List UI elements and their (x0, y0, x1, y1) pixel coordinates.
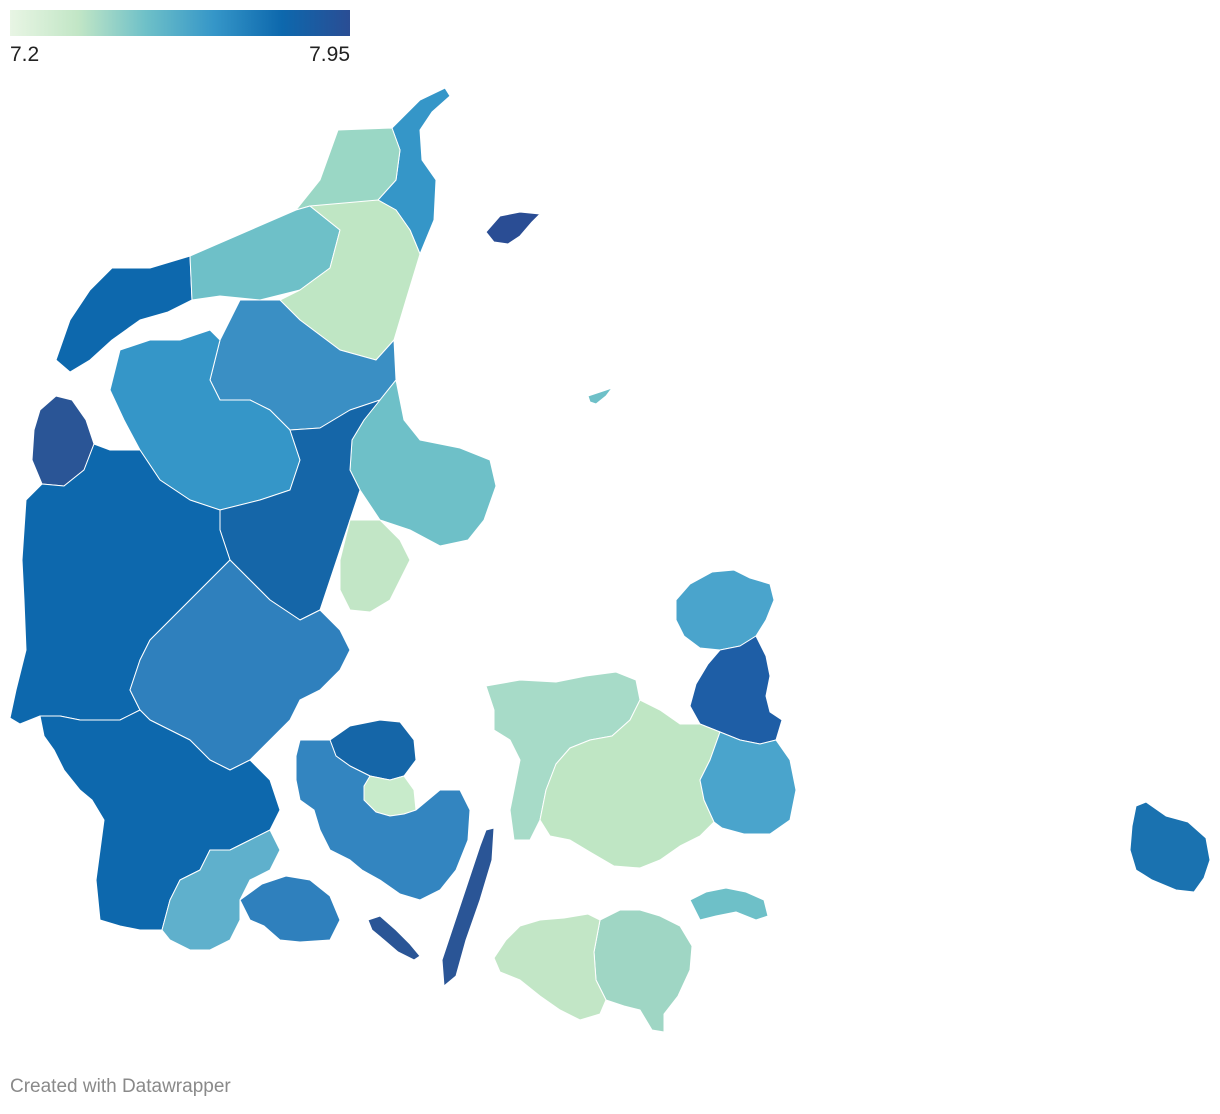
datawrapper-credit: Created with Datawrapper (10, 1076, 231, 1097)
region-laeso (485, 211, 541, 245)
color-legend: 7.2 7.95 (10, 10, 350, 71)
region-bornholm (1129, 801, 1211, 893)
region-anholt (587, 387, 613, 405)
legend-max-label: 7.95 (309, 43, 350, 66)
region-lolland (493, 913, 607, 1021)
region-south-zealand (699, 731, 797, 835)
region-fyn-islands (239, 875, 341, 943)
region-falster (593, 909, 693, 1033)
region-mon (689, 887, 769, 921)
legend-min-label: 7.2 (10, 43, 40, 66)
region-fyn-south (295, 739, 471, 901)
legend-gradient-bar (10, 10, 350, 36)
region-aarhus (339, 519, 411, 613)
region-south-jutland-central (161, 829, 281, 951)
region-randers (219, 399, 381, 621)
region-north-zealand (675, 569, 775, 651)
region-langeland (441, 827, 495, 987)
region-aero (367, 915, 421, 961)
